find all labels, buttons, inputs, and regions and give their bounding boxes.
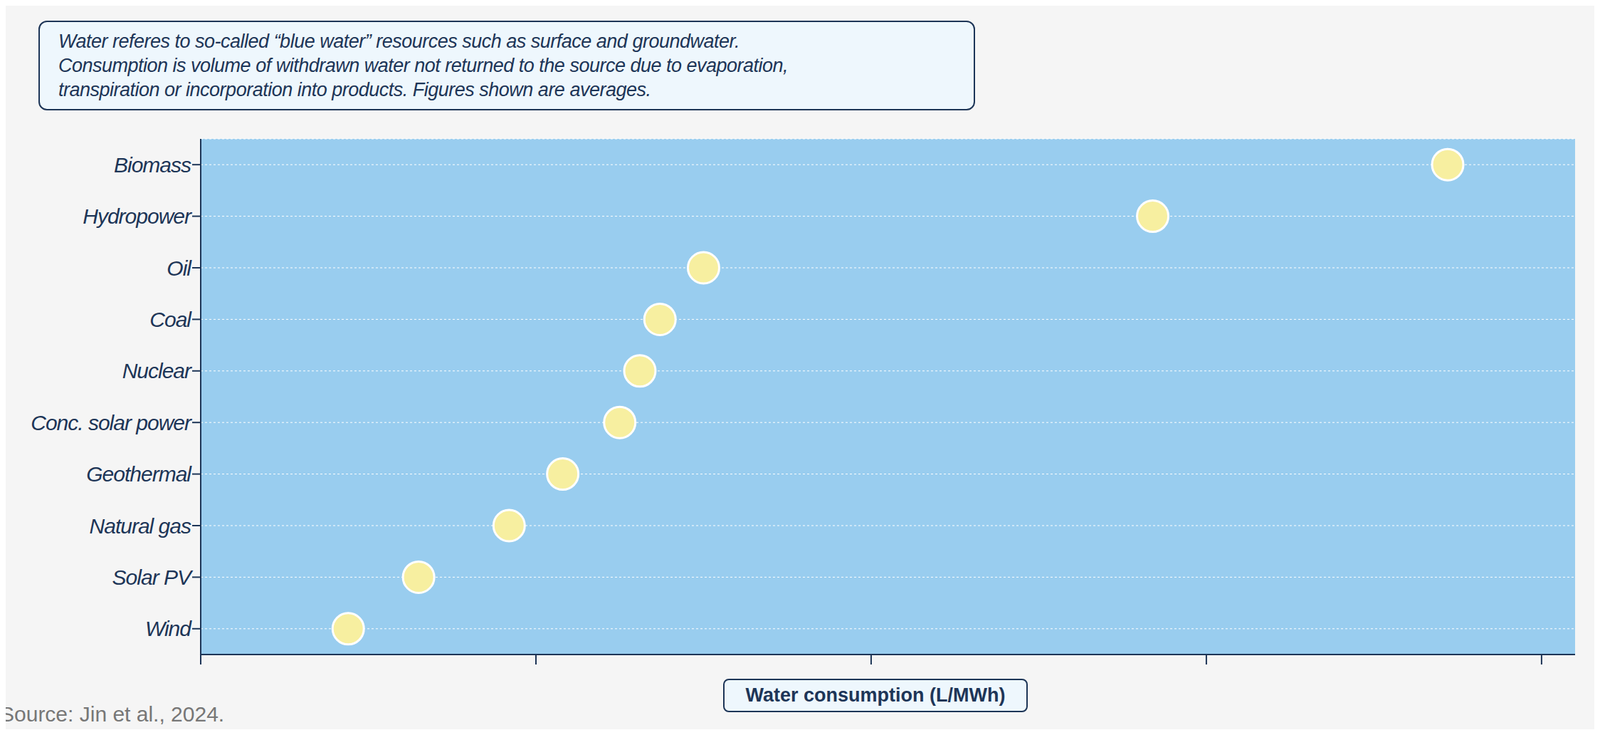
svg-text:Oil: Oil <box>166 256 193 280</box>
svg-text:Wind: Wind <box>145 616 193 640</box>
svg-text:Nuclear: Nuclear <box>122 358 193 383</box>
html-text:Consumption is volume of withd: Consumption is volume of withdrawn water… <box>58 54 788 77</box>
svg-text:Biomass: Biomass <box>113 153 192 177</box>
svg-text:Natural gas: Natural gas <box>89 513 192 538</box>
svg-text:Coal: Coal <box>149 307 193 331</box>
svg-text:Geothermal: Geothermal <box>86 461 193 486</box>
html-text:Water consumption (L/MWh): Water consumption (L/MWh) <box>745 683 1006 706</box>
svg-text:Solar PV: Solar PV <box>112 565 194 589</box>
svg-text:Hydropower: Hydropower <box>82 204 193 228</box>
svg-text:Conc. solar power: Conc. solar power <box>30 410 193 435</box>
html-text:transpiration or incorporation: transpiration or incorporation into prod… <box>58 79 651 101</box>
html-text:Water referes to so-called “bl: Water referes to so-called “blue water” … <box>58 30 740 52</box>
